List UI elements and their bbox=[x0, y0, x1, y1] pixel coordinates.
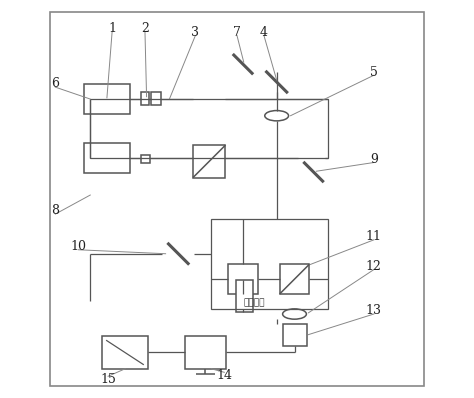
Ellipse shape bbox=[265, 111, 289, 121]
Text: 12: 12 bbox=[366, 260, 382, 273]
Text: 13: 13 bbox=[366, 304, 382, 317]
Bar bbox=[84, 84, 130, 114]
Text: 5: 5 bbox=[370, 66, 378, 78]
Bar bbox=[211, 219, 328, 309]
Text: 6: 6 bbox=[51, 78, 59, 90]
Text: 1: 1 bbox=[108, 22, 116, 35]
Bar bbox=[141, 92, 149, 105]
Bar bbox=[193, 145, 226, 178]
Text: 11: 11 bbox=[366, 230, 382, 243]
Text: 4: 4 bbox=[260, 26, 268, 39]
Text: 14: 14 bbox=[216, 369, 232, 382]
Bar bbox=[236, 280, 253, 312]
Ellipse shape bbox=[283, 309, 306, 319]
Bar bbox=[280, 264, 310, 294]
Bar bbox=[102, 336, 148, 369]
Bar bbox=[90, 99, 328, 158]
Text: 9: 9 bbox=[370, 153, 378, 166]
Text: 待测样品: 待测样品 bbox=[244, 298, 265, 307]
Text: 7: 7 bbox=[233, 26, 241, 39]
Bar bbox=[141, 154, 150, 163]
Text: 2: 2 bbox=[141, 22, 149, 35]
Text: 8: 8 bbox=[51, 205, 59, 217]
Bar bbox=[228, 264, 258, 294]
Text: 10: 10 bbox=[70, 240, 86, 253]
Bar bbox=[185, 336, 226, 369]
Bar bbox=[151, 92, 161, 105]
Text: 15: 15 bbox=[100, 373, 116, 386]
Bar bbox=[84, 143, 130, 173]
Text: 3: 3 bbox=[191, 26, 200, 39]
Bar bbox=[283, 324, 307, 346]
